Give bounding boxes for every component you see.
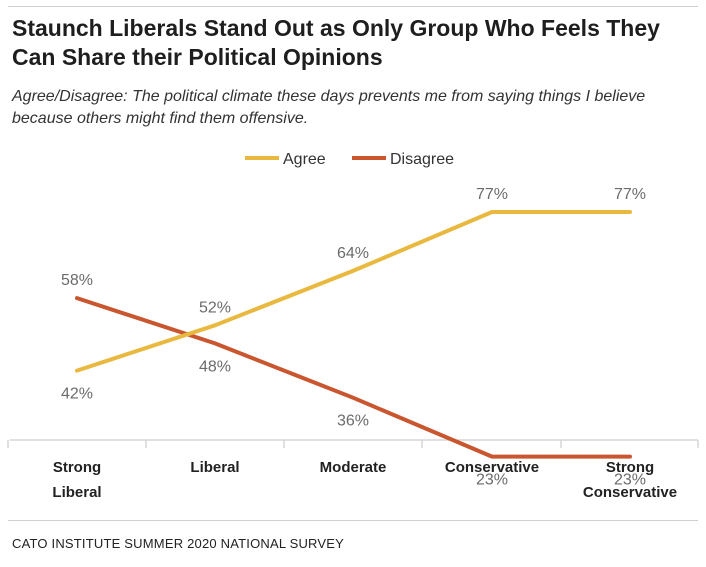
data-labels: 42% 58% 52% 48% 64% 36% 77% 23% 77% 23%	[61, 186, 646, 489]
series-line-agree	[75, 210, 632, 373]
data-label-disagree: 36%	[337, 413, 369, 430]
series-line-disagree	[75, 296, 632, 459]
data-label-disagree: 48%	[199, 358, 231, 375]
legend: Agree Disagree	[245, 151, 454, 168]
x-axis	[7, 439, 699, 448]
data-label-agree: 77%	[614, 186, 646, 203]
x-tick-label: Strong	[606, 459, 654, 476]
x-tick-label: Conservative	[445, 459, 539, 476]
x-tick-label: Conservative	[583, 484, 677, 501]
x-tick-label: Strong	[53, 459, 101, 476]
source-note: CATO INSTITUTE SUMMER 2020 NATIONAL SURV…	[12, 536, 345, 551]
x-tick-labels: Strong Liberal Liberal Moderate Conservative…	[52, 459, 677, 501]
data-label-disagree: 23%	[476, 472, 508, 489]
top-divider	[8, 6, 698, 7]
data-label-disagree: 58%	[61, 272, 93, 289]
x-tick-label: Liberal	[190, 459, 239, 476]
bottom-divider	[8, 520, 698, 521]
chart-title: Staunch Liberals Stand Out as Only Group…	[12, 15, 660, 70]
x-tick-label: Liberal	[52, 484, 101, 501]
data-label-agree: 42%	[61, 386, 93, 403]
x-tick-label: Moderate	[320, 459, 387, 476]
legend-label-agree: Agree	[283, 151, 326, 168]
series-lines	[75, 210, 632, 459]
data-label-agree: 64%	[337, 245, 369, 262]
legend-label-disagree: Disagree	[390, 151, 454, 168]
data-label-agree: 52%	[199, 299, 231, 316]
data-label-disagree: 23%	[614, 472, 646, 489]
data-label-agree: 77%	[476, 186, 508, 203]
chart-subtitle: Agree/Disagree: The political climate th…	[12, 88, 646, 127]
